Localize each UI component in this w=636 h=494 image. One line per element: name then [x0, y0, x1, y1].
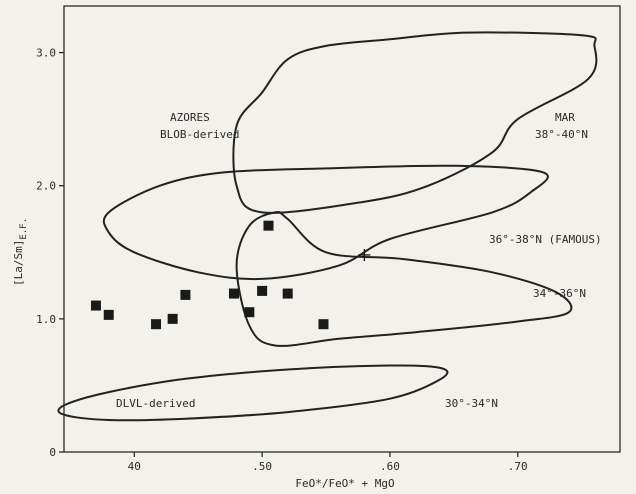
y-tick-label: 0 [49, 446, 56, 459]
field-outlines [57, 31, 598, 422]
x-axis-ticks: 40 .50 .60 .70 [128, 452, 528, 473]
data-marks [90, 220, 371, 330]
annotation-mar: MAR [555, 111, 575, 124]
y-axis-ticks: 0 1.0 2.0 3.0 [36, 47, 64, 459]
annotation-azores: AZORES [170, 111, 210, 124]
square-marker [103, 309, 114, 320]
annotation-34-36n: 34°-36°N [533, 287, 586, 300]
y-axis-label-group: [La/Sm]E.F. [12, 218, 29, 286]
square-marker [257, 285, 268, 296]
square-marker [167, 313, 178, 324]
field-outline [232, 31, 598, 214]
plus-marker [358, 248, 371, 261]
annotation-38-40n: 38°-40°N [535, 128, 588, 141]
square-marker [318, 319, 329, 330]
annotation-30-34n: 30°-34°N [445, 397, 498, 410]
square-marker [180, 289, 191, 300]
square-marker [90, 300, 101, 311]
field-outline [235, 210, 573, 347]
square-marker [282, 288, 293, 299]
field-outline [57, 364, 449, 422]
square-marker [263, 220, 274, 231]
y-axis-label: [La/Sm]E.F. [12, 218, 29, 286]
y-axis-label-main: [La/Sm] [12, 240, 25, 286]
square-marker [244, 307, 255, 318]
field-outline [102, 164, 549, 281]
square-marker [151, 319, 162, 330]
y-tick-label: 2.0 [36, 180, 56, 193]
y-tick-label: 1.0 [36, 313, 56, 326]
annotation-36-38n-famous: 36°-38°N (FAMOUS) [489, 233, 602, 246]
x-tick-label: .70 [508, 460, 528, 473]
annotation-blob-derived: BLOB-derived [160, 128, 239, 141]
y-tick-label: 3.0 [36, 47, 56, 60]
square-marker [228, 288, 239, 299]
x-tick-label: .50 [252, 460, 272, 473]
plot-frame [63, 5, 621, 453]
x-tick-label: .60 [380, 460, 400, 473]
x-axis-label: FeO*/FeO* + MgO [295, 477, 394, 490]
annotation-dlvl-derived: DLVL-derived [116, 397, 195, 410]
y-axis-label-subscript: E.F. [19, 218, 29, 240]
x-tick-label: 40 [128, 460, 141, 473]
